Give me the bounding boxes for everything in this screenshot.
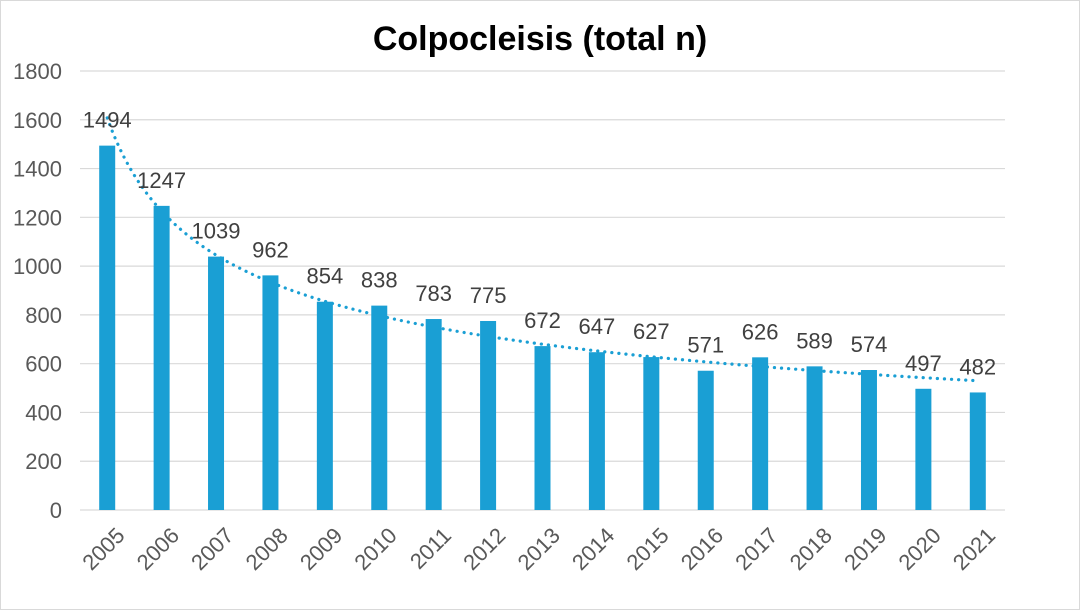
bar (262, 275, 279, 510)
x-tick-label: 2009 (295, 523, 347, 575)
bar (425, 319, 442, 510)
data-label: 1247 (137, 168, 186, 193)
y-tick-label: 1600 (13, 108, 62, 133)
bar (371, 305, 388, 510)
x-tick-label: 2007 (186, 523, 238, 575)
data-label: 571 (687, 333, 724, 358)
data-label: 589 (796, 328, 833, 353)
bar (643, 357, 660, 510)
x-tick-label: 2019 (839, 523, 891, 575)
bar (969, 392, 986, 510)
data-label: 672 (524, 308, 561, 333)
bar (208, 256, 225, 510)
data-label: 962 (252, 237, 289, 262)
bar (153, 205, 170, 511)
x-tick-label: 2020 (894, 523, 946, 575)
data-label: 497 (905, 351, 942, 376)
bar (752, 357, 769, 510)
bar (860, 370, 877, 510)
data-label: 574 (851, 332, 888, 357)
y-tick-label: 800 (25, 303, 62, 328)
y-tick-label: 1400 (13, 157, 62, 182)
x-tick-label: 2017 (730, 523, 782, 575)
chart-title: Colpocleisis (total n) (372, 20, 708, 58)
gridlines (80, 70, 1005, 511)
y-tick-label: 200 (25, 449, 62, 474)
data-label: 775 (470, 283, 507, 308)
bar (806, 366, 823, 510)
x-tick-label: 2021 (948, 523, 1000, 575)
y-tick-label: 400 (25, 400, 62, 425)
y-tick-label: 1800 (13, 59, 62, 84)
y-tick-label: 600 (25, 352, 62, 377)
bar (697, 370, 714, 510)
bar (915, 388, 932, 510)
x-tick-label: 2013 (513, 523, 565, 575)
data-label: 783 (415, 281, 452, 306)
bar (480, 320, 497, 510)
data-label: 626 (742, 319, 779, 344)
y-tick-label: 1000 (13, 254, 62, 279)
bars (99, 145, 986, 511)
trendline (105, 116, 980, 383)
data-label: 1494 (83, 108, 132, 133)
data-label: 482 (959, 354, 996, 379)
bar (99, 145, 116, 510)
data-labels: 1494 1247 1039 962 854 838 783 775 672 647 627 571 6… (83, 108, 996, 380)
x-tick-label: 2005 (77, 523, 129, 575)
x-tick-label: 2012 (458, 523, 510, 575)
x-tick-label: 2018 (785, 523, 837, 575)
data-label: 1039 (192, 219, 241, 244)
x-tick-label: 2011 (405, 523, 456, 574)
x-tick-label: 2016 (676, 523, 728, 575)
y-tick-label: 1200 (13, 205, 62, 230)
y-tick-label: 0 (50, 498, 62, 523)
data-label: 854 (306, 264, 343, 289)
x-tick-label: 2010 (349, 523, 401, 575)
x-axis-ticks: 2005 2006 2007 2008 2009 2010 2011 2012 2013 2014… (77, 523, 1000, 575)
x-tick-label: 2014 (567, 523, 619, 575)
data-label: 838 (361, 268, 398, 293)
data-label: 647 (579, 314, 616, 339)
data-label: 627 (633, 319, 670, 344)
trendline-path (105, 116, 980, 383)
bar (588, 352, 605, 510)
bar (534, 346, 551, 510)
x-tick-label: 2006 (132, 523, 184, 575)
x-tick-label: 2015 (621, 523, 673, 575)
y-axis-ticks: 0 200 400 600 800 1000 1200 1400 1600 1800 (13, 59, 62, 523)
x-tick-label: 2008 (241, 523, 293, 575)
bar (316, 301, 333, 510)
